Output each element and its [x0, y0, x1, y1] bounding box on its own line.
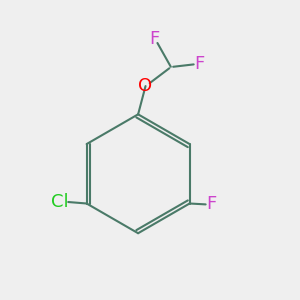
- Text: F: F: [149, 29, 160, 47]
- Text: F: F: [206, 195, 216, 213]
- Text: Cl: Cl: [51, 193, 69, 211]
- Text: F: F: [194, 56, 204, 74]
- Text: O: O: [139, 77, 153, 95]
